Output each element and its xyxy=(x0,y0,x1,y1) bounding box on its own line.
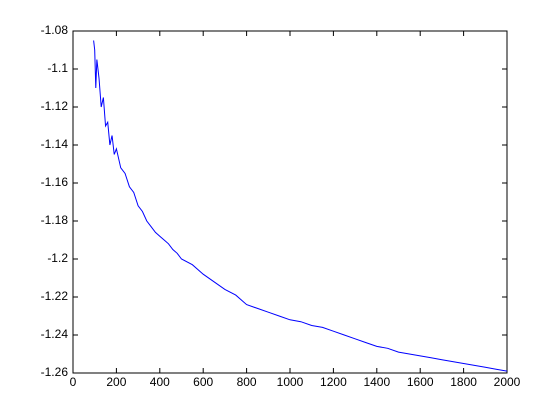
y-tick-label: -1.08 xyxy=(41,23,69,37)
y-tick-label: -1.22 xyxy=(41,289,69,303)
x-tick-label: 1800 xyxy=(450,375,477,389)
y-tick-label: -1.2 xyxy=(47,251,68,265)
y-tick-label: -1.12 xyxy=(41,99,69,113)
x-tick-label: 0 xyxy=(70,375,77,389)
y-tick-label: -1.26 xyxy=(41,365,69,379)
x-tick-label: 2000 xyxy=(494,375,521,389)
x-tick-label: 400 xyxy=(150,375,170,389)
axes-box xyxy=(72,30,508,374)
x-tick-label: 600 xyxy=(193,375,213,389)
y-tick-label: -1.14 xyxy=(41,137,69,151)
x-tick-label: 1400 xyxy=(363,375,390,389)
x-tick-label: 1600 xyxy=(407,375,434,389)
data-line xyxy=(93,40,508,372)
x-tick-label: 1200 xyxy=(320,375,347,389)
x-tick-label: 200 xyxy=(106,375,126,389)
x-tick-label: 1000 xyxy=(277,375,304,389)
x-tick-label: 800 xyxy=(237,375,257,389)
y-tick-label: -1.18 xyxy=(41,213,69,227)
y-tick-label: -1.1 xyxy=(47,61,68,75)
y-tick-label: -1.16 xyxy=(41,175,69,189)
y-tick-label: -1.24 xyxy=(41,327,69,341)
